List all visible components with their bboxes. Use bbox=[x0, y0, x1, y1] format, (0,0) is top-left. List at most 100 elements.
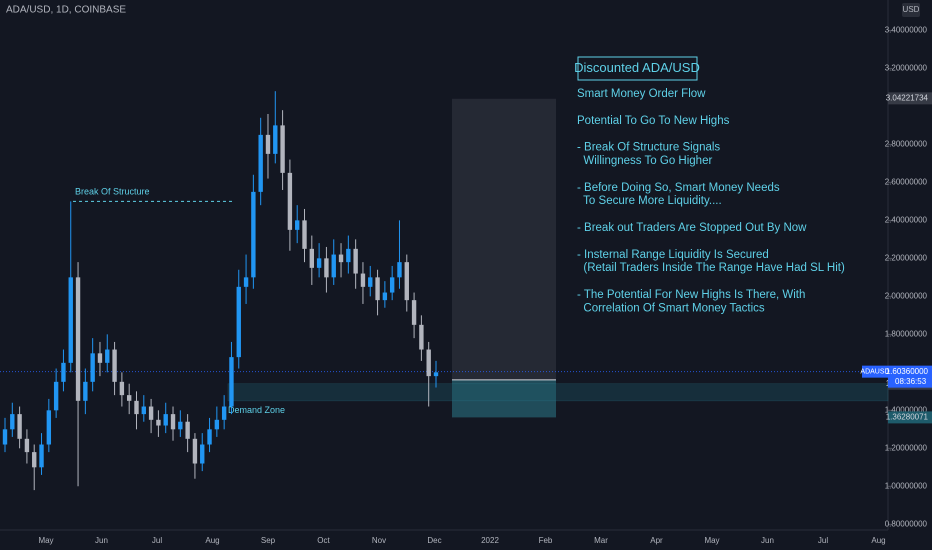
candle-body bbox=[192, 438, 198, 464]
candle-body bbox=[389, 277, 395, 293]
candle-body bbox=[53, 381, 59, 411]
x-tick-label: Feb bbox=[539, 536, 553, 545]
candle-body bbox=[24, 438, 30, 453]
candle-body bbox=[61, 362, 66, 382]
demand-zone bbox=[227, 383, 889, 402]
candle-body bbox=[2, 429, 8, 445]
candle-body bbox=[375, 277, 380, 301]
candle-body bbox=[273, 125, 278, 154]
projection-box bbox=[452, 98, 556, 418]
candle-body bbox=[68, 277, 73, 363]
x-tick-label: Apr bbox=[650, 536, 663, 545]
x-tick-label: May bbox=[704, 536, 719, 545]
candle-body bbox=[338, 254, 344, 263]
x-tick-label: Jul bbox=[818, 536, 828, 545]
candle-body bbox=[316, 258, 322, 268]
symbol-label: ADAUSD bbox=[860, 368, 889, 375]
candle-body bbox=[214, 419, 220, 430]
symbol-tag bbox=[862, 365, 888, 378]
candle-body bbox=[134, 400, 139, 415]
y-tick-label: 1.00000000 bbox=[885, 481, 928, 490]
candle-body bbox=[156, 419, 161, 426]
note-line: Correlation Of Smart Money Tactics bbox=[577, 302, 765, 314]
candle-body bbox=[302, 220, 307, 249]
candle-body bbox=[295, 220, 300, 230]
price-tag-label: 1.36280071 bbox=[886, 412, 929, 421]
note-line: Willingness To Go Higher bbox=[577, 155, 712, 167]
candle-body bbox=[433, 372, 439, 377]
candle-body bbox=[83, 381, 88, 401]
note-line: Potential To Go To New Highs bbox=[577, 115, 730, 127]
last-price-tag bbox=[888, 365, 932, 388]
last-price-label: 1.60360000 bbox=[886, 367, 929, 376]
candle-body bbox=[119, 381, 125, 396]
candle-body bbox=[178, 421, 183, 430]
candle-body bbox=[39, 444, 44, 468]
note-line: Smart Money Order Flow bbox=[577, 88, 706, 100]
candle-body bbox=[331, 254, 336, 278]
candle-body bbox=[126, 395, 132, 401]
candle-body bbox=[368, 277, 373, 287]
note-line: - Break out Traders Are Stopped Out By N… bbox=[577, 222, 807, 234]
note-line: - Insternal Range Liquidity Is Secured bbox=[577, 249, 769, 261]
candle-body bbox=[148, 406, 154, 420]
candle-body bbox=[280, 125, 285, 173]
candle-body bbox=[397, 262, 402, 278]
candle-body bbox=[411, 300, 417, 325]
candle-body bbox=[200, 444, 205, 464]
note-box bbox=[577, 56, 698, 81]
candle-body bbox=[46, 410, 52, 445]
y-tick-label: 3.40000000 bbox=[885, 26, 928, 35]
x-tick-label: Mar bbox=[594, 536, 608, 545]
x-tick-label: Sep bbox=[261, 536, 276, 545]
bos-label: Break Of Structure bbox=[75, 187, 150, 197]
candle-body bbox=[185, 421, 190, 439]
candle-body bbox=[353, 248, 358, 274]
candle-body bbox=[404, 262, 409, 301]
x-tick-label: Jul bbox=[152, 536, 162, 545]
y-tick-label: 2.00000000 bbox=[885, 291, 928, 300]
candle-body bbox=[141, 406, 146, 415]
x-tick-label: Dec bbox=[427, 536, 441, 545]
y-tick-label: 1.40000000 bbox=[885, 405, 928, 414]
candle-body bbox=[360, 273, 366, 287]
candle-body bbox=[251, 191, 256, 278]
y-tick-label: 2.40000000 bbox=[885, 215, 928, 224]
note-line: - Break Of Structure Signals bbox=[577, 142, 720, 154]
y-tick-label: 1.80000000 bbox=[885, 329, 928, 338]
price-tag-label: 3.04221734 bbox=[886, 93, 929, 102]
candle-body bbox=[10, 414, 15, 430]
candle-body bbox=[346, 248, 351, 263]
candle-body bbox=[163, 414, 168, 426]
candle-body bbox=[221, 406, 227, 420]
candle-body bbox=[324, 258, 329, 278]
candle-body bbox=[243, 277, 249, 287]
candle-body bbox=[105, 349, 110, 363]
candle-body bbox=[207, 429, 212, 445]
countdown: 08:36:53 bbox=[895, 377, 927, 386]
candle-body bbox=[229, 357, 234, 407]
target-zone bbox=[452, 379, 556, 418]
x-tick-label: 2022 bbox=[481, 536, 499, 545]
currency-button[interactable] bbox=[902, 3, 920, 17]
y-tick-label: 3.20000000 bbox=[885, 63, 928, 72]
demand-zone-label: Demand Zone bbox=[228, 405, 285, 415]
note-line: - Before Doing So, Smart Money Needs bbox=[577, 182, 780, 194]
y-tick-label: 1.20000000 bbox=[885, 443, 928, 452]
candle-body bbox=[309, 248, 315, 268]
price-tag bbox=[888, 92, 932, 105]
currency[interactable]: USD bbox=[903, 5, 920, 14]
x-tick-label: May bbox=[38, 536, 53, 545]
candle-body bbox=[75, 277, 81, 401]
x-tick-label: Aug bbox=[871, 536, 885, 545]
note-title: Discounted ADA/USD bbox=[574, 60, 700, 75]
x-tick-label: Oct bbox=[317, 536, 330, 545]
note-line: - The Potential For New Highs Is There, … bbox=[577, 289, 805, 301]
y-tick-label: 2.80000000 bbox=[885, 139, 928, 148]
x-tick-label: Jun bbox=[95, 536, 108, 545]
candle-body bbox=[258, 134, 263, 192]
x-tick-label: Jun bbox=[761, 536, 774, 545]
candle-body bbox=[382, 292, 388, 301]
note-line: (Retail Traders Inside The Range Have Ha… bbox=[577, 262, 845, 274]
chart-title: ADA/USD, 1D, COINBASE bbox=[6, 5, 126, 16]
